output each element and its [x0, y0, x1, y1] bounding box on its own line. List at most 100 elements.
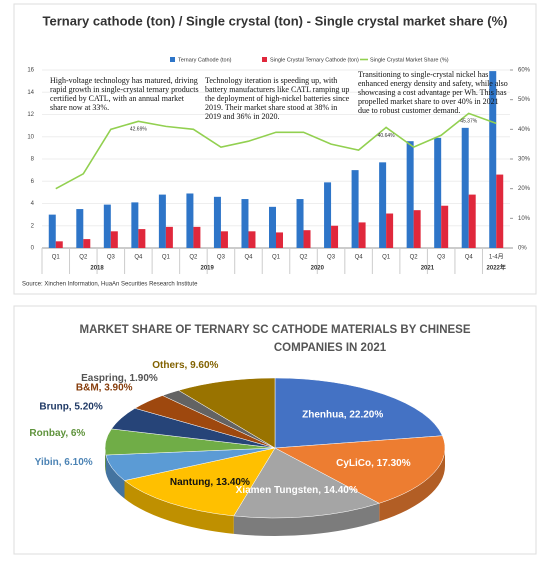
y2-tick-label: 40% [518, 127, 531, 133]
annotation: Technology iteration is speeding up, wit… [205, 76, 350, 121]
y2-tick-label: 0% [518, 246, 527, 252]
x-tick-label: Q4 [465, 255, 474, 261]
chart-title: Ternary cathode (ton) / Single crystal (… [43, 13, 508, 28]
slice-side [379, 448, 445, 522]
x-tick-label: Q1 [272, 255, 281, 261]
slice [177, 377, 276, 449]
bar [76, 209, 84, 248]
legend-label: Single Crystal Ternary Cathode (ton) [270, 57, 359, 63]
data-label: 45.37% [460, 119, 478, 125]
bar [468, 194, 476, 248]
bar [213, 196, 221, 248]
slice [274, 377, 443, 449]
y-tick-label: 10 [27, 134, 34, 140]
y2-tick-label: 20% [518, 186, 531, 192]
x-tick-label: Q4 [244, 255, 253, 261]
bar [379, 162, 387, 248]
annotation: High-voltage technology has matured, dri… [50, 76, 199, 112]
slice [233, 447, 380, 519]
y-tick-label: 2 [31, 223, 35, 229]
x-tick-label: Q1 [52, 255, 61, 261]
x-tick-label: Q2 [410, 255, 419, 261]
bar [269, 206, 276, 248]
data-label: Ronbay, 6% [29, 428, 85, 439]
y2-tick-label: 10% [518, 216, 531, 222]
legend-label: Single Crystal Market Share (%) [370, 57, 449, 63]
group-label: 2021 [421, 266, 435, 272]
y-tick-label: 14 [27, 90, 34, 96]
bar [303, 230, 311, 248]
bar [331, 225, 339, 248]
data-label: 42.69% [130, 127, 148, 133]
bar [386, 213, 394, 248]
bar [489, 71, 497, 248]
legend-label: Ternary Cathode (ton) [178, 57, 232, 63]
group-label: 2019 [200, 266, 214, 272]
y-tick-label: 8 [31, 157, 35, 163]
slice-side [124, 480, 234, 534]
bar [158, 194, 166, 248]
x-tick-label: Q2 [79, 255, 88, 261]
bar [131, 202, 139, 248]
x-tick-label: Q3 [327, 255, 336, 261]
bar [165, 226, 173, 248]
bar [413, 210, 421, 248]
data-label: Xiamen Tungsten, 14.40% [236, 485, 358, 496]
bar [406, 141, 414, 248]
bar [103, 204, 111, 248]
bar [434, 137, 442, 248]
data-label: Brunp, 5.20% [39, 401, 102, 412]
x-tick-label: Q1 [382, 255, 391, 261]
y-tick-label: 4 [31, 201, 35, 207]
bar [248, 231, 256, 248]
group-label: 2022年 [487, 264, 506, 272]
bar [324, 182, 332, 248]
x-tick-label: Q4 [134, 255, 143, 261]
bar [110, 231, 118, 248]
data-label: B&M, 3.90% [76, 383, 133, 394]
slice [274, 435, 446, 504]
legend-swatch [170, 57, 175, 62]
bar [296, 199, 304, 248]
bar [496, 174, 504, 248]
x-tick-label: Q1 [162, 255, 171, 261]
slice [123, 447, 276, 517]
bar [358, 222, 366, 248]
x-tick-label: Q2 [189, 255, 198, 261]
bar [276, 232, 283, 248]
source: Source: Xinchen Information, HuaAn Secur… [22, 282, 198, 288]
y2-tick-label: 50% [518, 97, 531, 103]
bar [461, 127, 469, 248]
bar [83, 239, 91, 248]
slice-side [233, 503, 380, 537]
data-label: Easpring, 1.90% [81, 373, 158, 384]
x-tick-label: 1-4月 [489, 254, 504, 261]
bar [241, 199, 249, 248]
y-tick-label: 12 [27, 112, 34, 118]
data-label: 40.64% [378, 133, 396, 139]
y-tick-label: 0 [31, 246, 35, 252]
bar [138, 229, 146, 248]
x-tick-label: Q4 [355, 255, 364, 261]
data-label: Nantung, 13.40% [170, 477, 250, 488]
y2-tick-label: 60% [518, 68, 531, 74]
x-tick-label: Q2 [300, 255, 309, 261]
group-label: 2018 [90, 266, 104, 272]
panel [13, 3, 537, 295]
bar [55, 241, 63, 248]
x-tick-label: Q3 [437, 255, 446, 261]
data-label: Yibin, 6.10% [35, 457, 93, 468]
data-label: CyLiCo, 17.30% [336, 458, 411, 469]
legend-swatch [262, 57, 267, 62]
line [55, 112, 497, 190]
data-label: Zhenhua, 22.20% [302, 409, 383, 420]
x-tick-label: Q3 [217, 255, 226, 261]
data-label: Others, 9.60% [152, 360, 218, 371]
y-tick-label: 16 [27, 68, 34, 74]
bar [186, 193, 194, 248]
bar [193, 226, 201, 248]
y2-tick-label: 30% [518, 157, 531, 163]
bar [441, 205, 449, 248]
bar [351, 170, 359, 248]
